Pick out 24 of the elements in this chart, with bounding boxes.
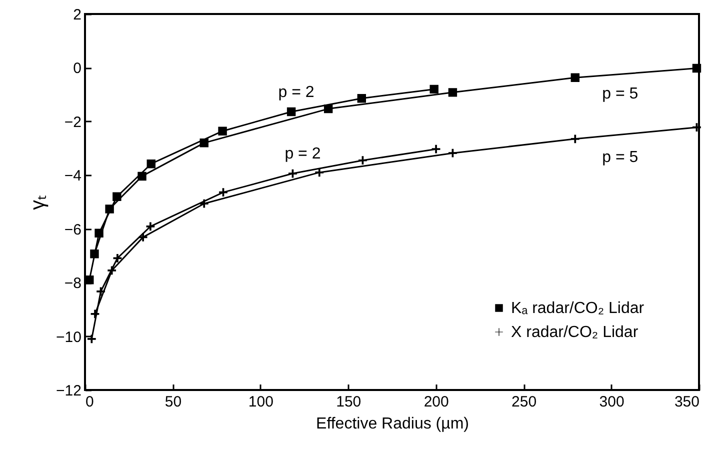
y-tick-label: −8 <box>64 275 82 292</box>
y-tick-label: 0 <box>73 60 82 78</box>
y-tick-label: −10 <box>56 328 82 346</box>
x-tick-label: 0 <box>86 394 94 410</box>
x-tick-label: 150 <box>336 394 362 410</box>
y-tick-label: −2 <box>64 114 82 131</box>
y-tick-label: −6 <box>64 221 82 238</box>
legend-label: X radar/CO₂ Lidar <box>511 324 639 341</box>
y-tick-label: 2 <box>73 6 82 24</box>
x-axis-title: Effective Radius (µm) <box>316 416 469 432</box>
x-tick-label: 300 <box>599 394 624 410</box>
x-tick-label: 100 <box>248 394 274 410</box>
annotation: p = 5 <box>602 86 638 103</box>
annotation: p = 2 <box>278 84 314 101</box>
x-tick-label: 50 <box>164 394 182 410</box>
x-tick-label: 250 <box>512 394 537 410</box>
x-tick-label: 350 <box>674 394 700 410</box>
legend-label: Kₐ radar/CO₂ Lidar <box>511 300 645 317</box>
y-axis-title: γₜ <box>27 195 50 210</box>
annotation: p = 2 <box>284 146 321 163</box>
x-tick-label: 200 <box>424 394 449 410</box>
annotation: p = 5 <box>602 148 638 166</box>
y-tick-label: −4 <box>64 168 82 185</box>
y-tick-label: −12 <box>56 382 82 400</box>
